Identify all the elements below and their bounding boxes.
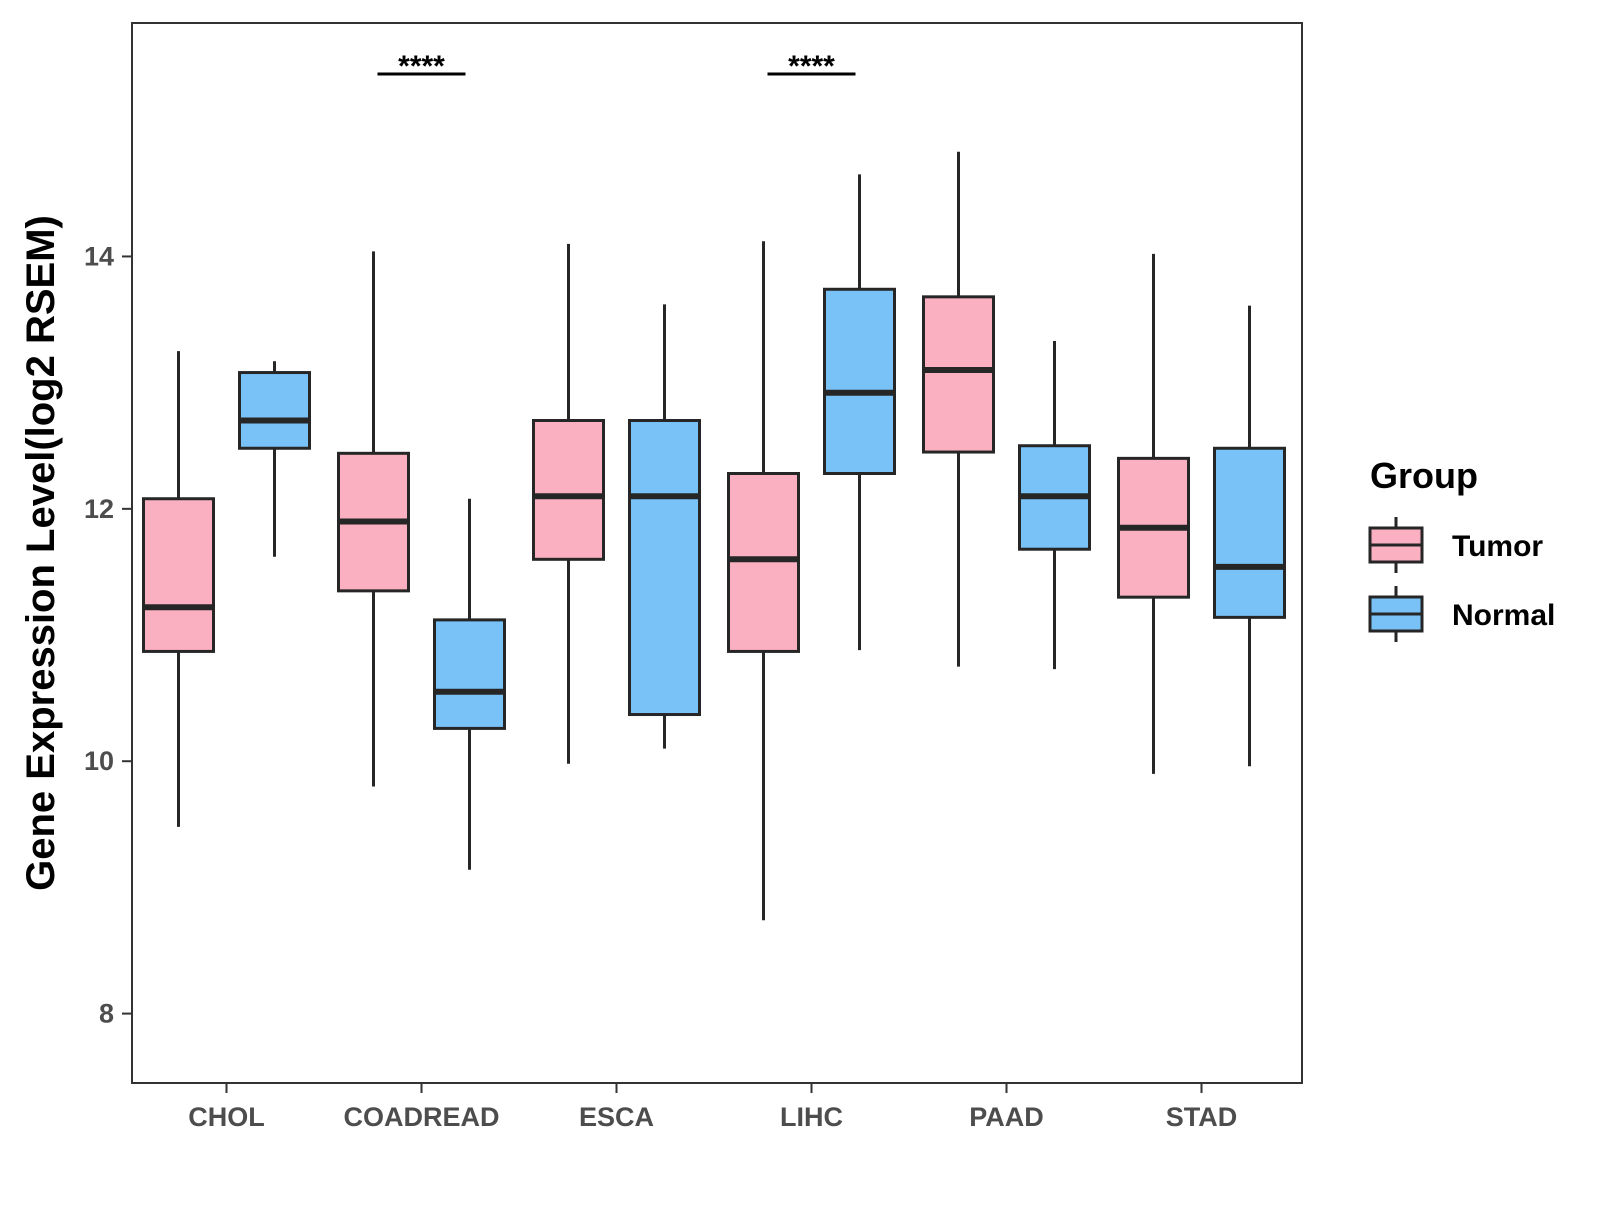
plot-area: **** **** [142,50,1286,921]
box-tumor-coadread [337,251,410,787]
box-iqr [628,419,701,717]
box-iqr [1213,446,1286,619]
y-axis: 8 10 12 14 [84,241,132,1029]
x-axis: CHOL COADREAD ESCA LIHC PAAD STAD [188,1083,1237,1132]
box-normal-coadread [433,498,506,870]
box-iqr [727,472,800,653]
box-iqr [922,295,995,454]
legend-item-tumor: Tumor [1368,517,1543,573]
box-normal-paad [1018,341,1091,670]
box-iqr [433,618,506,730]
significance-lihc: **** [767,50,856,83]
y-axis-title: Gene Expression Level(log2 RSEM) [19,215,63,891]
box-iqr [532,419,605,561]
legend-label-tumor: Tumor [1452,530,1543,563]
box-tumor-paad [922,151,995,667]
box-normal-chol [238,361,311,557]
legend-item-normal: Normal [1368,586,1555,642]
legend-label-normal: Normal [1452,599,1555,632]
box-iqr [823,287,896,475]
x-tick-label-coadread: COADREAD [343,1102,499,1132]
box-normal-stad [1213,305,1286,767]
x-tick-label-chol: CHOL [188,1102,265,1132]
y-tick-label: 12 [84,494,114,524]
significance-label: **** [788,50,835,83]
box-normal-lihc [823,174,896,651]
box-tumor-lihc [727,241,800,921]
box-iqr [142,497,215,653]
y-tick-label: 10 [84,746,114,776]
legend: Group Tumor Normal [1368,455,1555,642]
box-tumor-stad [1117,253,1190,774]
x-tick-label-esca: ESCA [579,1102,654,1132]
significance-coadread: **** [377,50,466,83]
legend-title: Group [1370,455,1478,496]
box-tumor-chol [142,351,215,827]
y-tick-label: 8 [99,999,114,1029]
x-tick-label-paad: PAAD [969,1102,1044,1132]
box-iqr [238,371,311,450]
box-tumor-esca [532,243,605,764]
x-tick-label-stad: STAD [1166,1102,1238,1132]
box-normal-esca [628,304,701,749]
significance-label: **** [398,50,445,83]
x-tick-label-lihc: LIHC [780,1102,843,1132]
y-tick-label: 14 [84,241,114,271]
plot-panel-border [131,22,1303,1084]
